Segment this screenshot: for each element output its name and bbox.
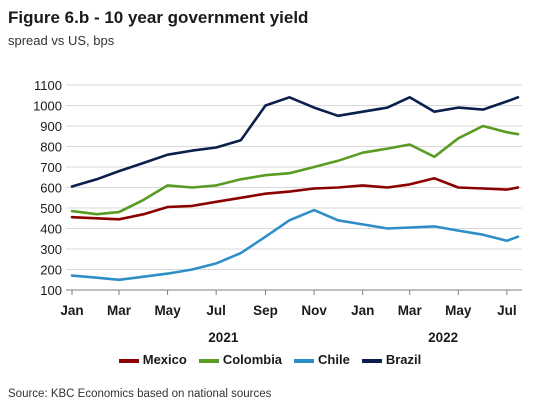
series-line-colombia xyxy=(70,124,520,216)
source-note: Source: KBC Economics based on national … xyxy=(8,388,272,400)
legend-swatch xyxy=(294,358,315,363)
legend-swatch xyxy=(118,358,139,363)
x-tick-label: Jan xyxy=(351,303,374,318)
series-line-mexico xyxy=(70,177,520,221)
chart-legend: Mexico Colombia Chile Brazil xyxy=(0,352,540,367)
year-label: 2021 xyxy=(208,330,239,345)
x-tick-label: Mar xyxy=(107,303,132,318)
x-tick-label: Sep xyxy=(253,303,278,318)
y-tick-label: 1100 xyxy=(34,78,62,93)
x-tick-label: Jul xyxy=(497,303,517,318)
legend-item-brazil: Brazil xyxy=(361,352,422,367)
y-tick-label: 700 xyxy=(40,160,62,175)
y-tick-label: 1000 xyxy=(33,99,62,114)
series-line-brazil xyxy=(70,96,520,188)
legend-label: Chile xyxy=(318,352,350,367)
y-tick-label: 900 xyxy=(40,119,62,134)
y-tick-label: 500 xyxy=(40,201,62,216)
legend-label: Mexico xyxy=(142,352,187,367)
chart-title: Figure 6.b - 10 year government yield xyxy=(8,8,309,27)
x-tick-label: Mar xyxy=(398,303,423,318)
line-chart: 100 200 300 400 500 600 700 800 900 1000 1100 Jan Ma… xyxy=(33,78,522,345)
legend-item-colombia: Colombia xyxy=(198,352,283,367)
x-tick-label: Nov xyxy=(301,303,327,318)
y-tick-label: 100 xyxy=(40,283,62,298)
series-line-chile xyxy=(70,208,520,282)
x-tick-label: May xyxy=(445,303,472,318)
y-tick-label: 300 xyxy=(40,242,62,257)
legend-item-mexico: Mexico xyxy=(118,352,187,367)
y-tick-label: 600 xyxy=(40,181,62,196)
legend-swatch xyxy=(198,358,219,363)
y-tick-label: 400 xyxy=(40,222,62,237)
legend-swatch xyxy=(361,358,382,363)
year-label: 2022 xyxy=(428,330,458,345)
y-tick-label: 200 xyxy=(40,263,62,278)
x-tick-label: Jan xyxy=(60,303,83,318)
x-tick-label: Jul xyxy=(206,303,226,318)
y-tick-label: 800 xyxy=(40,140,62,155)
legend-label: Brazil xyxy=(385,352,422,367)
legend-label: Colombia xyxy=(222,352,283,367)
x-tick-label: May xyxy=(154,303,181,318)
legend-item-chile: Chile xyxy=(294,352,350,367)
chart-subtitle: spread vs US, bps xyxy=(8,33,115,48)
